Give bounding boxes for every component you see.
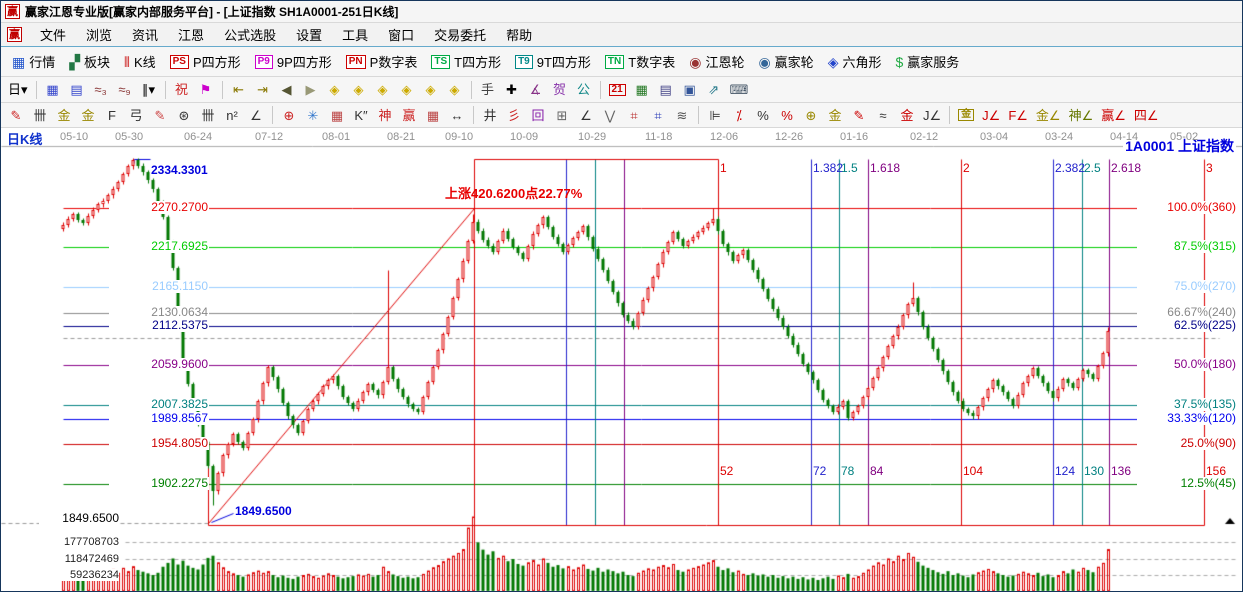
fib-ratio-label: 2.382 (1055, 161, 1086, 175)
low-axis-label: 1849.6500 (39, 511, 119, 526)
fib-ratio-label: 1.5 (841, 161, 858, 175)
date-axis-label: 06-24 (184, 131, 213, 143)
rise-annotation: 上涨420.6200点22.77% (445, 186, 583, 201)
date-axis-label: 08-21 (387, 131, 416, 143)
date-axis-label: 03-04 (980, 131, 1009, 143)
date-axis-label: 05-02 (1170, 131, 1199, 143)
symbol-label: 1A0001 上证指数 (1123, 138, 1236, 155)
price-level-label: 2270.2700 (109, 200, 209, 215)
percent-level-label: 66.67%(240) (1137, 305, 1237, 320)
date-axis-label: 05-10 (60, 131, 89, 143)
date-axis-label: 09-10 (445, 131, 474, 143)
fib-ratio-label: 1 (720, 161, 727, 175)
date-axis-label: 04-14 (1110, 131, 1139, 143)
fib-ratio-label: 2.618 (1111, 161, 1142, 175)
date-axis-label: 12-26 (775, 131, 804, 143)
cycle-count-label: 72 (813, 464, 827, 478)
price-level-label: 2112.5375 (109, 318, 209, 333)
date-axis-label: 03-24 (1045, 131, 1074, 143)
fib-ratio-label: 1.382 (813, 161, 844, 175)
date-axis-label: 08-01 (322, 131, 351, 143)
price-level-label: 1902.2275 (109, 476, 209, 491)
volume-axis-label: 118472469 (39, 553, 119, 566)
price-level-label: 2217.6925 (109, 239, 209, 254)
percent-level-label: 12.5%(45) (1137, 476, 1237, 491)
cycle-count-label: 136 (1111, 464, 1132, 478)
cycle-count-label: 104 (963, 464, 984, 478)
date-axis-label: 01-16 (840, 131, 869, 143)
cycle-count-label: 156 (1206, 464, 1227, 478)
cycle-count-label: 84 (870, 464, 884, 478)
cycle-count-label: 78 (841, 464, 855, 478)
percent-level-label: 25.0%(90) (1137, 436, 1237, 451)
percent-level-label: 75.0%(270) (1137, 279, 1237, 294)
fib-ratio-label: 1.618 (870, 161, 901, 175)
date-axis-label: 12-06 (710, 131, 739, 143)
percent-level-label: 37.5%(135) (1137, 397, 1237, 412)
date-axis-label: 11-18 (645, 131, 673, 143)
date-axis-label: 10-29 (578, 131, 607, 143)
price-level-label: 1954.8050 (109, 436, 209, 451)
price-level-label: 2007.3825 (109, 397, 209, 412)
percent-level-label: 33.33%(120) (1137, 411, 1237, 426)
percent-level-label: 87.5%(315) (1137, 239, 1237, 254)
percent-level-label: 62.5%(225) (1137, 318, 1237, 333)
date-axis-label: 10-09 (510, 131, 539, 143)
price-level-label: 1989.8567 (109, 411, 209, 426)
percent-level-label: 100.0%(360) (1137, 200, 1237, 215)
price-level-label: 2165.1150 (109, 279, 209, 294)
fib-ratio-label: 3 (1206, 161, 1213, 175)
low-anchor-annotation: 1849.6500 (235, 504, 292, 518)
high-price-label: 2334.3301 (151, 163, 208, 177)
fib-ratio-label: 2.5 (1084, 161, 1101, 175)
cycle-count-label: 52 (720, 464, 734, 478)
price-level-label: 2059.9600 (109, 357, 209, 372)
volume-axis-label: 59236234 (39, 569, 119, 582)
date-axis-label: 05-30 (115, 131, 144, 143)
fib-ratio-label: 2 (963, 161, 970, 175)
cycle-count-label: 130 (1084, 464, 1105, 478)
date-axis-label: 07-12 (255, 131, 284, 143)
cycle-count-label: 124 (1055, 464, 1076, 478)
date-axis-label: 02-12 (910, 131, 939, 143)
volume-axis-label: 177708703 (39, 536, 119, 549)
price-level-label: 2130.0634 (109, 305, 209, 320)
kline-legend: 日K线 (7, 132, 43, 147)
percent-level-label: 50.0%(180) (1137, 357, 1237, 372)
